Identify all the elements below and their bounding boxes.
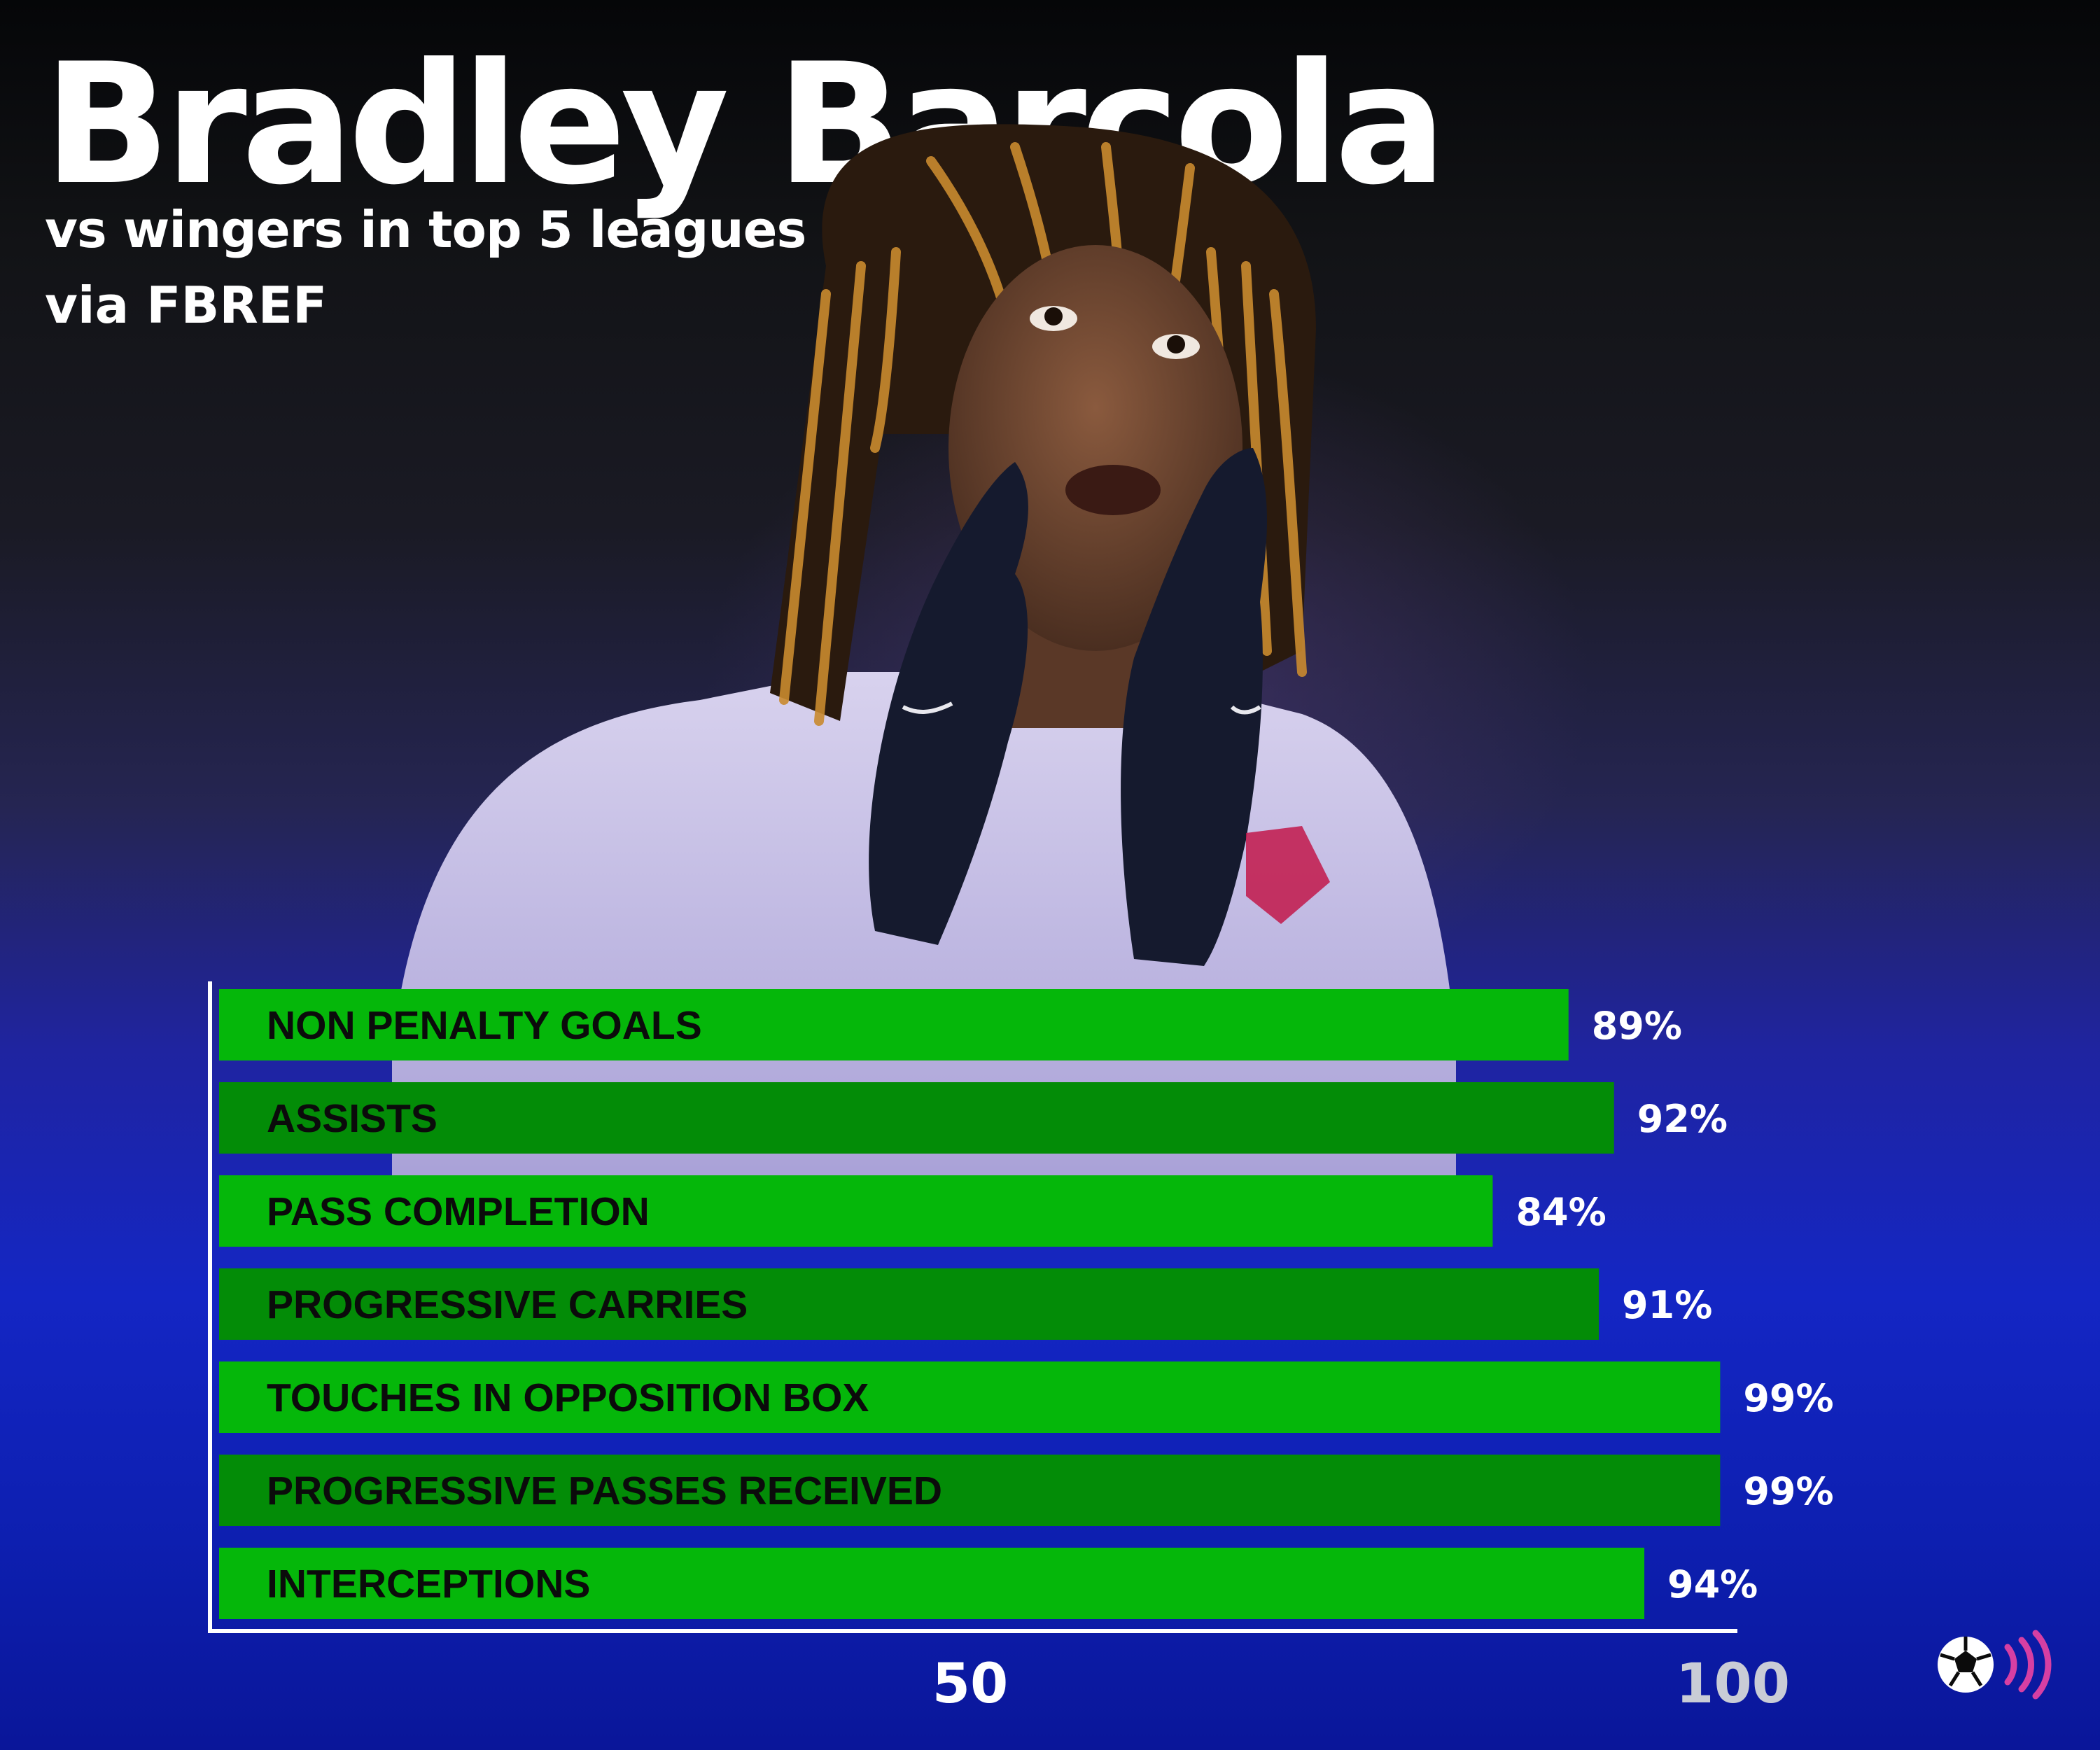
- data-label: 94%: [1667, 1562, 1758, 1606]
- data-source: via FBREF: [45, 276, 328, 335]
- data-label: 99%: [1743, 1376, 1833, 1420]
- bar-label: TOUCHES IN OPPOSITION BOX: [267, 1376, 869, 1420]
- bar-label: ASSISTS: [267, 1096, 438, 1141]
- bar-label: INTERCEPTIONS: [267, 1562, 590, 1606]
- bar-label: PROGRESSIVE PASSES RECEIVED: [267, 1469, 942, 1513]
- chart-subtitle: vs wingers in top 5 leagues: [45, 200, 806, 259]
- data-label: 91%: [1622, 1283, 1712, 1327]
- x-tick-label: 50: [932, 1653, 1009, 1716]
- bar-label: PROGRESSIVE CARRIES: [267, 1282, 748, 1327]
- bar: [219, 1362, 1721, 1433]
- bar-label: PASS COMPLETION: [267, 1189, 650, 1234]
- bar: [219, 1455, 1721, 1526]
- data-label: 84%: [1516, 1190, 1606, 1234]
- bar: [219, 1548, 1645, 1619]
- bar: [219, 1268, 1600, 1340]
- data-label: 99%: [1743, 1469, 1833, 1513]
- data-label: 92%: [1637, 1097, 1728, 1141]
- data-label: 89%: [1592, 1004, 1682, 1048]
- bar-label: NON PENALTY GOALS: [267, 1003, 702, 1048]
- x-tick-label: 100: [1676, 1653, 1790, 1716]
- football-broadcast-logo-icon: [1938, 1630, 2052, 1700]
